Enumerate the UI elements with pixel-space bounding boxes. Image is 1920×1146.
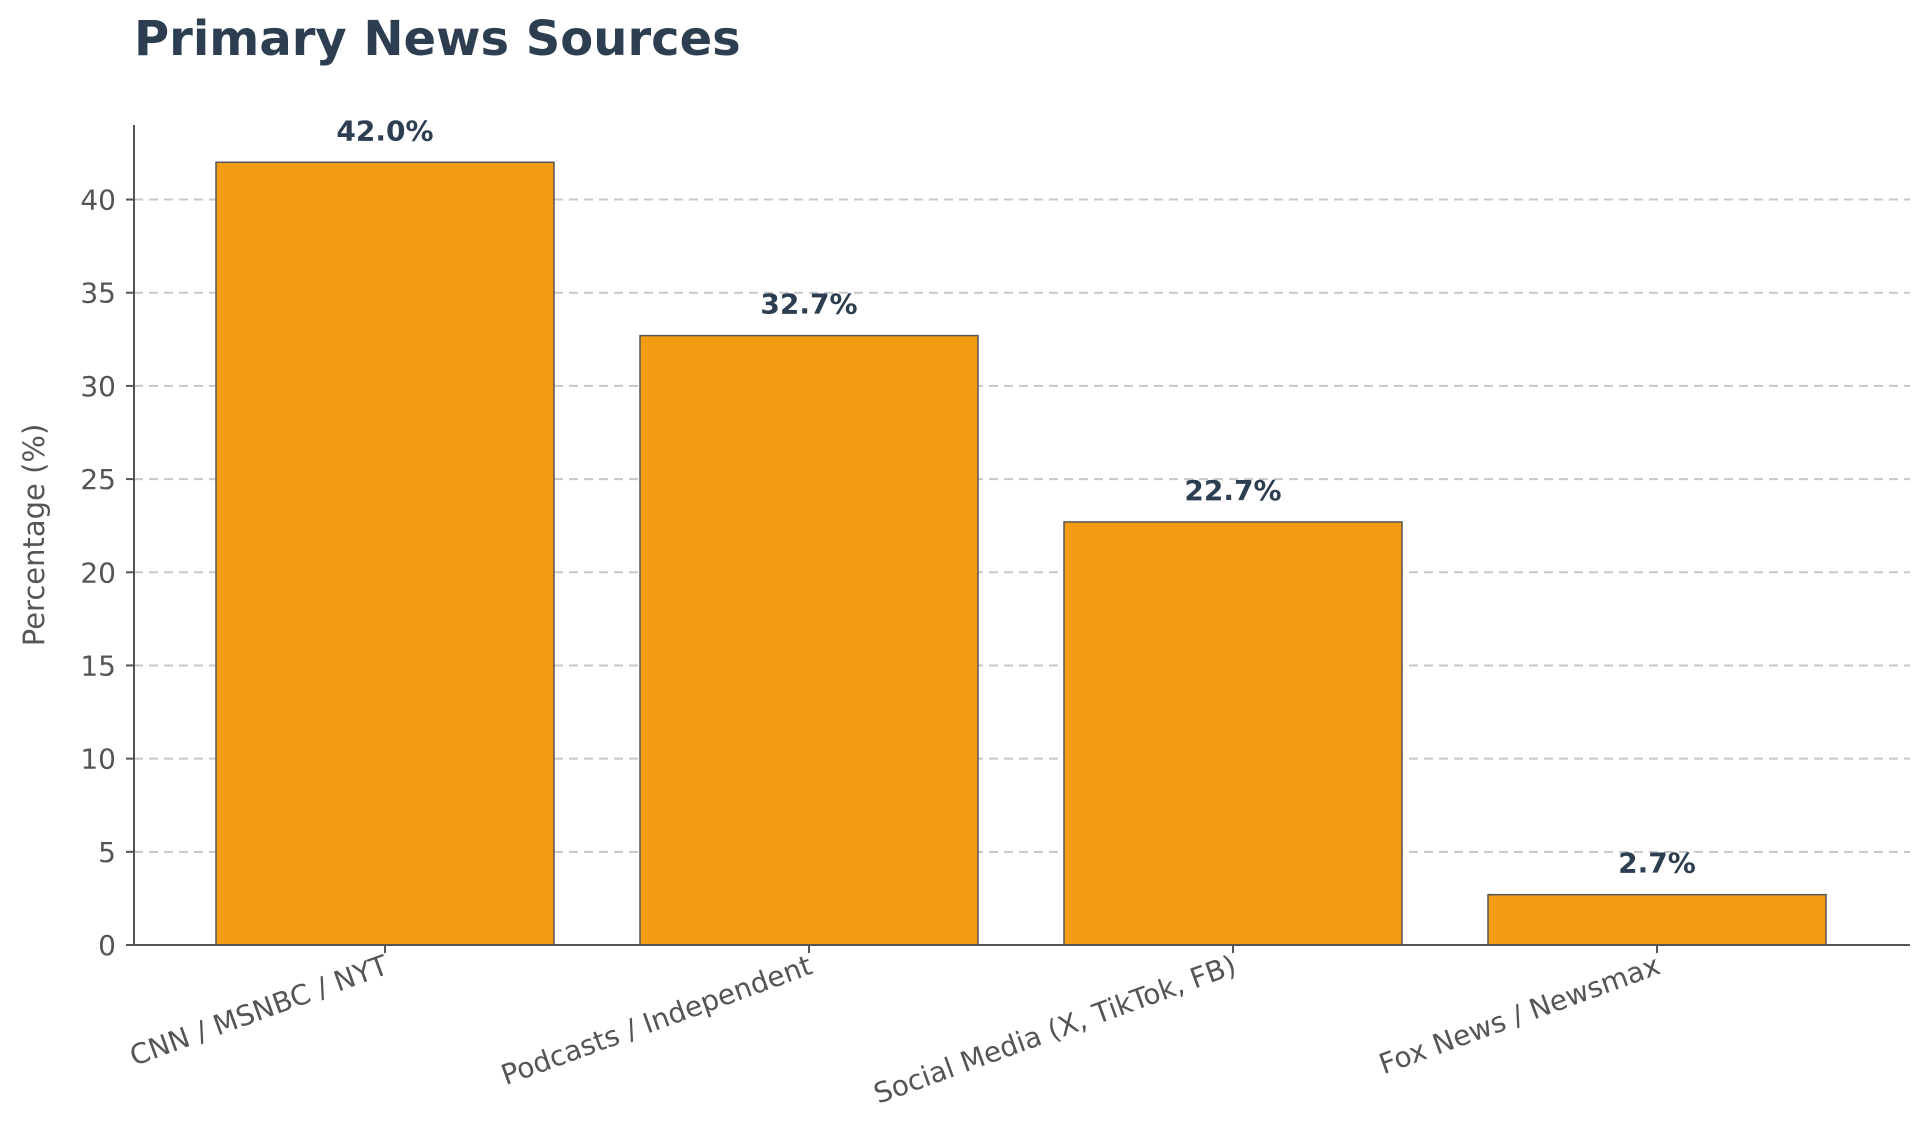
y-tick-label: 35 xyxy=(80,277,116,310)
data-label: 42.0% xyxy=(336,114,433,147)
y-tick-label: 10 xyxy=(80,743,116,776)
y-tick-label: 0 xyxy=(98,929,116,962)
y-tick-label: 25 xyxy=(80,463,116,496)
bar xyxy=(639,334,979,946)
bar xyxy=(215,161,555,946)
data-label: 22.7% xyxy=(1184,474,1281,507)
grid-layer xyxy=(134,198,1910,853)
x-tick-label: Fox News / Newsmax xyxy=(1375,949,1665,1081)
data-label: 32.7% xyxy=(760,288,857,321)
chart-title: Primary News Sources xyxy=(134,11,741,67)
x-tick-label: Social Media (X, TikTok, FB) xyxy=(869,949,1240,1111)
data-labels-layer: 42.0% 32.7% 22.7% 2.7% xyxy=(336,114,1695,879)
axes-layer xyxy=(133,125,1910,946)
bar xyxy=(1063,521,1403,946)
data-label: 2.7% xyxy=(1618,847,1696,880)
bars-layer xyxy=(215,161,1827,946)
y-tick-label: 40 xyxy=(80,184,116,217)
y-tick-label: 20 xyxy=(80,556,116,589)
y-tick-label: 5 xyxy=(98,836,116,869)
y-axis-label: Percentage (%) xyxy=(17,424,51,647)
bar xyxy=(1487,893,1827,946)
x-tick-label: CNN / MSNBC / NYT xyxy=(125,948,393,1072)
x-tick-label: Podcasts / Independent xyxy=(497,949,817,1092)
y-tick-label: 15 xyxy=(80,649,116,682)
y-tick-label: 30 xyxy=(80,370,116,403)
